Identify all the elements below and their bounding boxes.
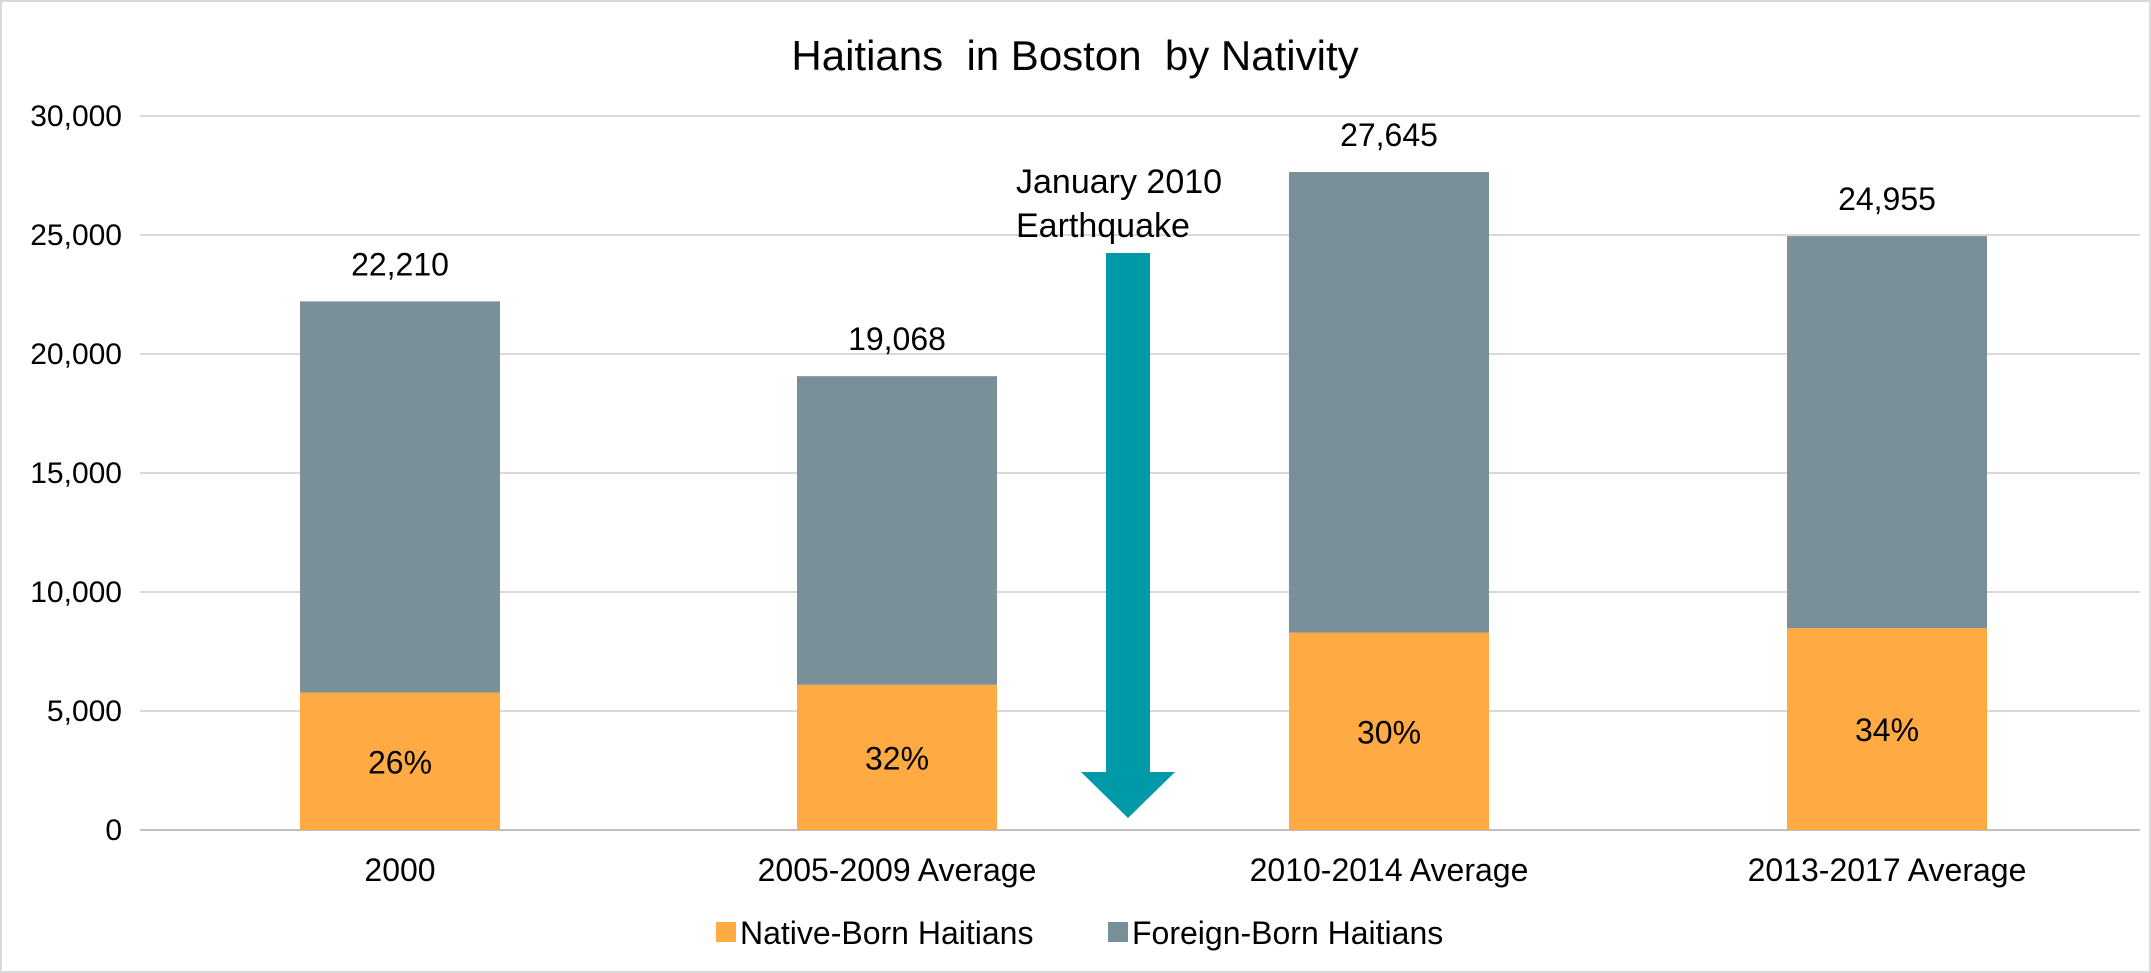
y-tick-label: 25,000 [30, 219, 122, 252]
bar-foreign-born [1289, 172, 1489, 633]
legend-native-born-swatch [716, 922, 736, 942]
percent-label: 34% [1855, 712, 1919, 748]
total-label: 24,955 [1838, 181, 1936, 217]
y-tick-label: 10,000 [30, 576, 122, 609]
y-tick-label: 20,000 [30, 338, 122, 371]
bars [300, 172, 1987, 830]
down-arrow-icon [1081, 253, 1175, 818]
x-category-label: 2013-2017 Average [1748, 852, 2027, 888]
bar-native-born [797, 684, 997, 830]
x-category-label: 2005-2009 Average [758, 852, 1037, 888]
legend-native-born-label: Native-Born Haitians [740, 915, 1033, 951]
bar-native-born [1289, 632, 1489, 830]
bar-foreign-born [797, 376, 997, 685]
y-tick-label: 15,000 [30, 457, 122, 490]
x-axis: 2000 2005-2009 Average 2010-2014 Average 20… [364, 852, 2026, 888]
legend-foreign-born-swatch [1108, 922, 1128, 942]
total-label: 22,210 [351, 246, 449, 282]
total-label: 27,645 [1340, 117, 1438, 153]
y-tick-label: 0 [105, 814, 122, 847]
y-axis: 0 5,000 10,000 15,000 20,000 25,000 30,000 [30, 100, 122, 847]
annotation-text: January 2010 [1016, 163, 1222, 201]
y-tick-label: 5,000 [47, 695, 122, 728]
earthquake-annotation: January 2010 Earthquake [1016, 163, 1222, 818]
bar-native-born [1787, 628, 1987, 830]
total-label: 19,068 [848, 321, 946, 357]
chart-title: Haitians in Boston by Nativity [791, 32, 1358, 79]
bar-native-born [300, 692, 500, 830]
legend: Native-Born Haitians Foreign-Born Haitian… [716, 915, 1443, 951]
percent-label: 26% [368, 744, 432, 780]
annotation-text: Earthquake [1016, 207, 1190, 245]
percent-label: 32% [865, 740, 929, 776]
x-category-label: 2010-2014 Average [1250, 852, 1529, 888]
y-tick-label: 30,000 [30, 100, 122, 133]
percent-label: 30% [1357, 714, 1421, 750]
x-category-label: 2000 [364, 852, 435, 888]
data-labels: 26% 22,210 32% 19,068 30% 27,645 34% 24,955 [351, 117, 1936, 780]
legend-foreign-born-label: Foreign-Born Haitians [1132, 915, 1443, 951]
bar-foreign-born [300, 301, 500, 693]
bar-foreign-born [1787, 236, 1987, 629]
